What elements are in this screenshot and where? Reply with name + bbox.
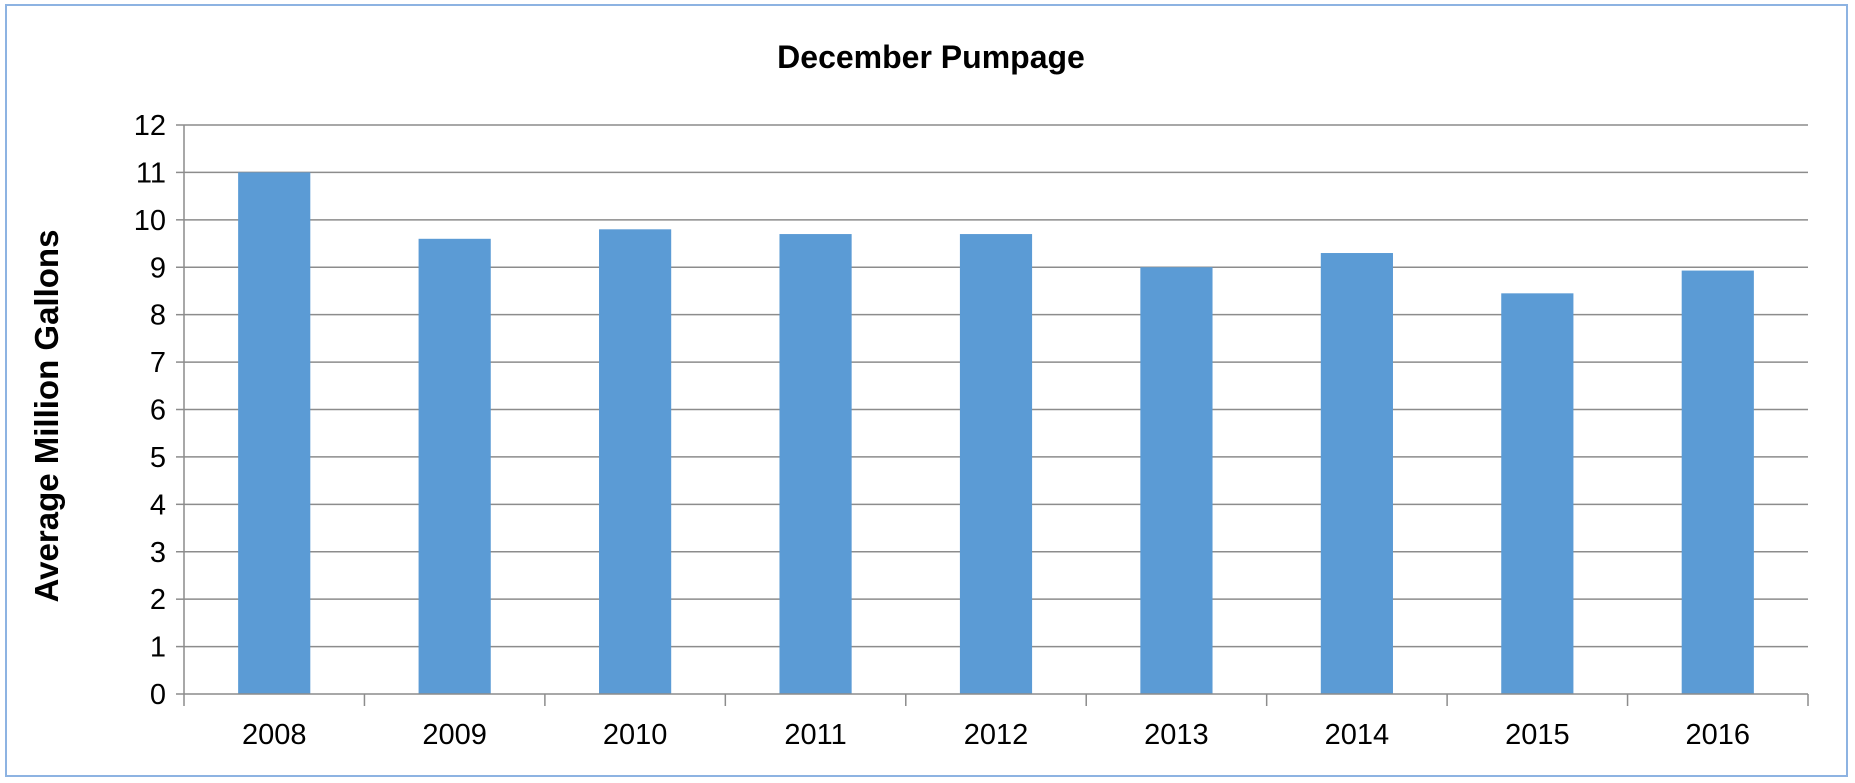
y-tick-label: 10: [134, 205, 166, 237]
y-tick-label: 2: [150, 584, 166, 616]
x-tick-label: 2010: [603, 719, 668, 751]
bar-2011: [779, 234, 852, 694]
x-tick-label: 2013: [1144, 719, 1209, 751]
x-tick-label: 2012: [964, 719, 1029, 751]
axes: [183, 125, 1808, 695]
x-tick-label: 2009: [422, 719, 487, 751]
bar-2008: [238, 172, 311, 694]
x-tick-label: 2014: [1325, 719, 1390, 751]
y-tick-label: 11: [136, 157, 166, 189]
bar-2013: [1140, 267, 1213, 694]
y-tick-label: 3: [150, 537, 166, 569]
y-tick-label: 8: [150, 300, 166, 332]
bar-2015: [1501, 293, 1574, 694]
bars: [238, 172, 1754, 695]
y-axis-label: Average Million Gallons: [28, 230, 65, 603]
x-tick-label: 2016: [1686, 719, 1751, 751]
bar-2010: [599, 229, 672, 695]
chart-title: December Pumpage: [777, 39, 1085, 75]
bar-2009: [418, 238, 491, 695]
x-tick-label: 2008: [242, 719, 307, 751]
x-tick-label: 2011: [784, 719, 846, 751]
y-tick-label: 9: [150, 252, 166, 284]
bar-2014: [1320, 253, 1393, 694]
y-tick-label: 4: [150, 489, 166, 521]
bar-2012: [959, 234, 1033, 694]
y-tick-label: 0: [150, 679, 166, 711]
y-tick-label: 5: [150, 442, 166, 474]
y-tick-label: 7: [150, 347, 166, 379]
x-tick-label: 2015: [1505, 719, 1570, 751]
y-tick-label: 1: [150, 632, 166, 664]
y-tick-label: 6: [150, 395, 166, 427]
bar-2016: [1681, 270, 1754, 694]
x-axis-ticks: 2008 2009 2010 2011 2012 2013 2014 2015 2016: [183, 694, 1809, 751]
y-tick-label: 12: [134, 110, 166, 142]
